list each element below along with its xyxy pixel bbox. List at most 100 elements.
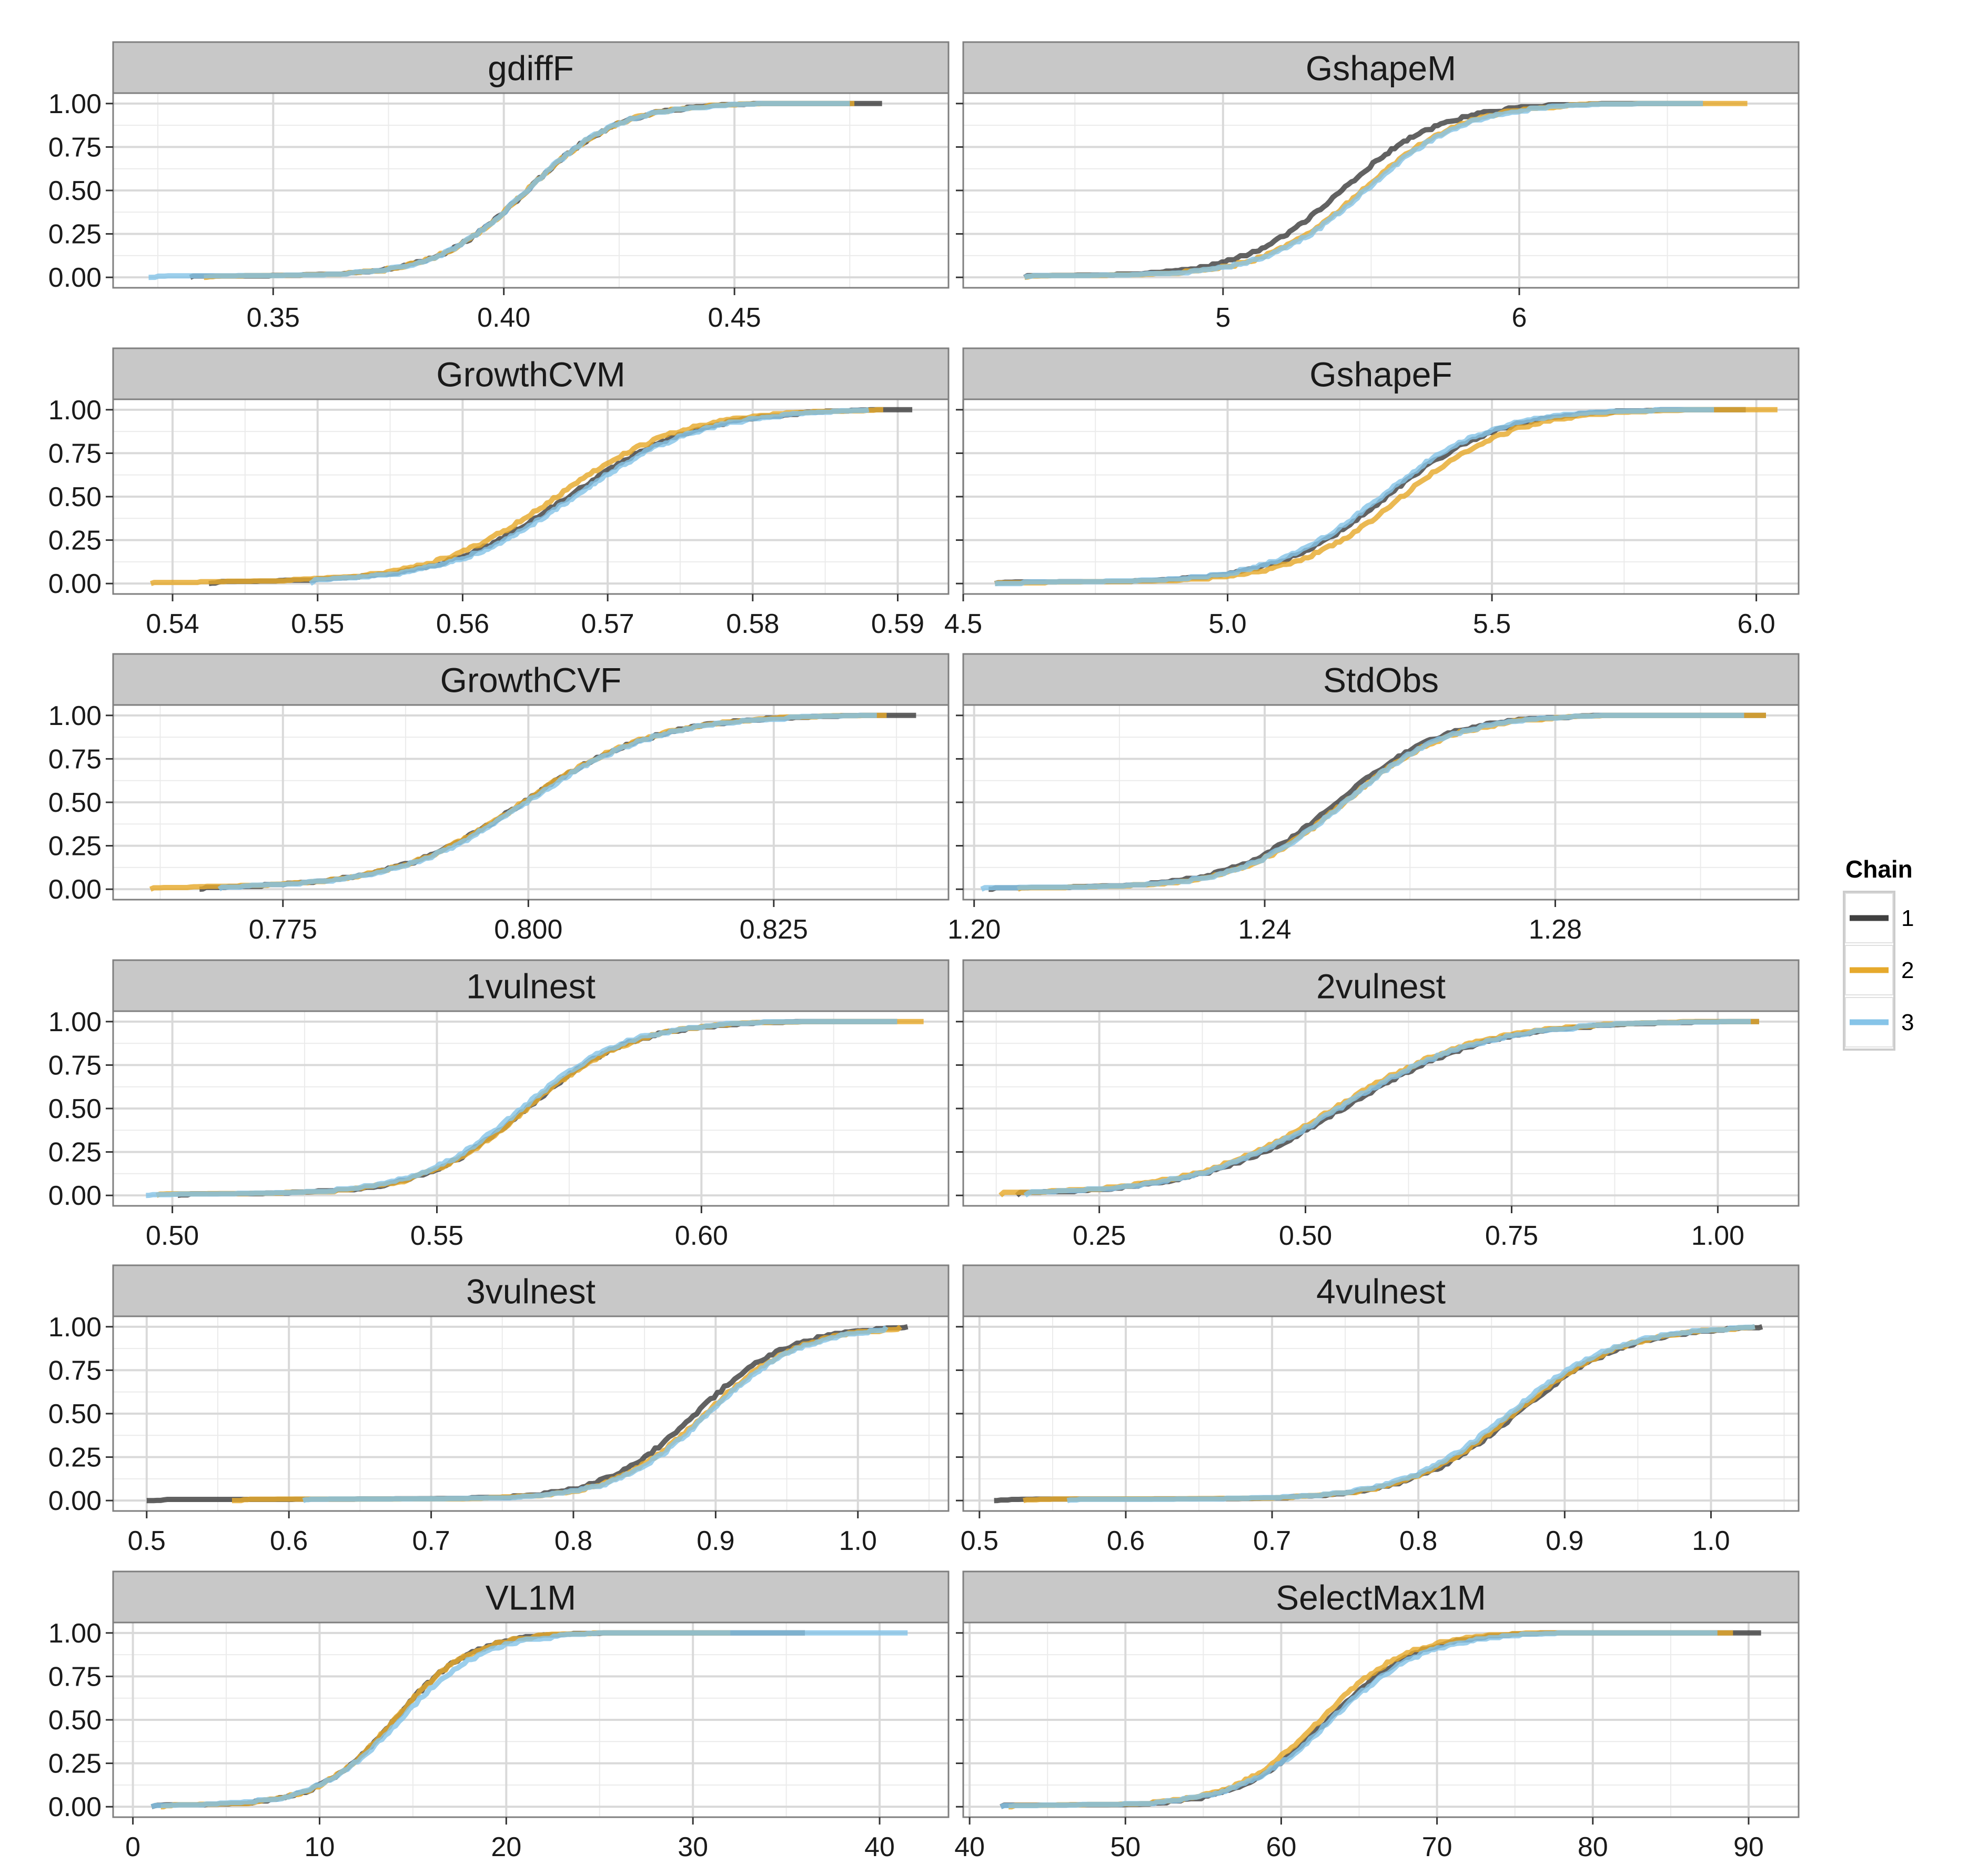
- legend-label-2: 2: [1901, 958, 1914, 983]
- x-tick-label-4vulnest-0: 0.5: [961, 1526, 998, 1556]
- y-tick-label-growthcvf-4: 1.00: [48, 701, 102, 731]
- x-tick-label-2vulnest-2: 0.75: [1485, 1221, 1538, 1251]
- y-tick-label-growthcvm-2: 0.50: [48, 482, 102, 512]
- x-tick-label-1vulnest-2: 0.60: [675, 1221, 728, 1251]
- y-tick-label-growthcvf-0: 0.00: [48, 874, 102, 905]
- chain-legend: Chain 1 2 3: [1843, 855, 1914, 1051]
- panel-growthcvf: GrowthCVF 0.00 0.25 0.50 0.75 1.00 0.775 0.800 0…: [48, 653, 950, 945]
- x-tick-label-4vulnest-2: 0.7: [1253, 1526, 1291, 1556]
- y-tick-label-vl1m-0: 0.00: [48, 1792, 102, 1822]
- x-tick-label-selectmax1m-5: 90: [1733, 1832, 1764, 1862]
- ecdf-line-stdobs-chain-3: [980, 712, 1744, 892]
- x-tick-label-growthcvm-1: 0.55: [291, 609, 344, 639]
- x-tick-label-3vulnest-4: 0.9: [697, 1526, 734, 1556]
- y-tick-label-1vulnest-3: 0.75: [48, 1050, 102, 1081]
- x-tick-label-stdobs-2: 1.28: [1529, 914, 1582, 945]
- y-tick-label-1vulnest-4: 1.00: [48, 1007, 102, 1037]
- y-tick-label-gdifff-3: 0.75: [48, 132, 102, 163]
- strip-title-2vulnest: 2vulnest: [1316, 967, 1446, 1006]
- x-tick-label-gshapef-2: 5.5: [1473, 609, 1511, 639]
- legend-item-3: 3: [1845, 997, 1914, 1047]
- panel-stdobs: StdObs 1.20 1.24 1.28: [947, 653, 1800, 945]
- ecdf-line-gshapem-chain-3: [1023, 100, 1703, 280]
- x-tick-label-4vulnest-5: 1.0: [1692, 1526, 1730, 1556]
- ecdf-line-1vulnest-chain-3: [146, 1019, 897, 1198]
- ecdf-line-growthcvf-chain-3: [217, 712, 877, 892]
- y-tick-label-growthcvm-0: 0.00: [48, 569, 102, 599]
- x-tick-label-1vulnest-1: 0.55: [410, 1221, 463, 1251]
- strip-vl1m: [112, 1570, 950, 1624]
- strip-title-4vulnest: 4vulnest: [1316, 1272, 1446, 1311]
- panel-3vulnest: 3vulnest 0.00 0.25 0.50 0.75 1.00 0.5 0.6 0.7 0.8…: [48, 1264, 950, 1556]
- y-tick-label-1vulnest-0: 0.00: [48, 1181, 102, 1211]
- y-tick-label-gdifff-4: 1.00: [48, 89, 102, 119]
- ecdf-line-2vulnest-chain-3: [1023, 1019, 1751, 1198]
- panel-1vulnest: 1vulnest 0.00 0.25 0.50 0.75 1.00 0.50 0.55 0.60: [48, 959, 950, 1251]
- y-tick-label-gdifff-1: 0.25: [48, 219, 102, 250]
- strip-1vulnest: [112, 959, 950, 1012]
- strip-title-3vulnest: 3vulnest: [466, 1272, 596, 1311]
- x-tick-label-gdifff-0: 0.35: [247, 303, 300, 333]
- y-tick-label-vl1m-1: 0.25: [48, 1749, 102, 1779]
- panel-gshapef: GshapeF 4.5 5.0 5.5 6.0: [944, 347, 1800, 639]
- ecdf-line-vl1m-chain-3: [150, 1630, 908, 1809]
- strip-title-gshapem: GshapeM: [1306, 49, 1456, 88]
- y-tick-label-growthcvf-2: 0.50: [48, 788, 102, 818]
- y-tick-label-1vulnest-1: 0.25: [48, 1137, 102, 1168]
- x-tick-label-gdifff-1: 0.40: [477, 303, 530, 333]
- x-tick-label-selectmax1m-2: 60: [1266, 1832, 1297, 1862]
- y-tick-label-gdifff-0: 0.00: [48, 263, 102, 293]
- y-tick-label-gdifff-2: 0.50: [48, 176, 102, 206]
- panel-selectmax1m: SelectMax1M 40 50 60 70 80 90: [954, 1570, 1800, 1862]
- x-tick-label-selectmax1m-1: 50: [1110, 1832, 1141, 1862]
- x-tick-label-2vulnest-1: 0.50: [1279, 1221, 1332, 1251]
- panel-4vulnest: 4vulnest 0.5 0.6 0.7 0.8 0.9 1.0: [956, 1264, 1800, 1556]
- y-tick-label-vl1m-4: 1.00: [48, 1618, 102, 1649]
- panel-2vulnest: 2vulnest 0.25 0.50 0.75 1.00: [956, 959, 1800, 1251]
- y-tick-label-3vulnest-1: 0.25: [48, 1443, 102, 1473]
- x-tick-label-vl1m-4: 40: [864, 1832, 895, 1862]
- x-tick-label-3vulnest-1: 0.6: [270, 1526, 308, 1556]
- x-tick-label-growthcvf-2: 0.825: [740, 914, 808, 945]
- y-tick-label-3vulnest-4: 1.00: [48, 1312, 102, 1343]
- x-tick-label-growthcvm-5: 0.59: [871, 609, 924, 639]
- strip-title-vl1m: VL1M: [486, 1578, 576, 1617]
- y-tick-label-growthcvm-3: 0.75: [48, 438, 102, 469]
- strip-title-stdobs: StdObs: [1323, 661, 1439, 700]
- x-tick-label-3vulnest-5: 1.0: [839, 1526, 877, 1556]
- ecdf-line-gdifff-chain-3: [148, 100, 850, 280]
- legend-item-2: 2: [1845, 945, 1914, 995]
- x-tick-label-stdobs-0: 1.20: [947, 914, 1001, 945]
- x-tick-label-2vulnest-0: 0.25: [1073, 1221, 1126, 1251]
- ecdf-line-selectmax1m-chain-3: [1000, 1630, 1718, 1809]
- ecdf-line-3vulnest-chain-3: [302, 1325, 889, 1503]
- panel-growthcvm: GrowthCVM 0.00 0.25 0.50 0.75 1.00 0.54 0.55 0.5…: [48, 347, 950, 639]
- strip-4vulnest: [962, 1264, 1800, 1317]
- legend-item-1: 1: [1845, 893, 1914, 943]
- x-tick-label-2vulnest-3: 1.00: [1691, 1221, 1744, 1251]
- strip-title-gshapef: GshapeF: [1309, 355, 1452, 394]
- legend-label-3: 3: [1901, 1010, 1914, 1035]
- x-tick-label-selectmax1m-3: 70: [1422, 1832, 1452, 1862]
- panel-vl1m: VL1M 0.00 0.25 0.50 0.75 1.00 0 10 20 30 40: [48, 1570, 950, 1862]
- y-tick-label-growthcvf-3: 0.75: [48, 744, 102, 774]
- strip-2vulnest: [962, 959, 1800, 1012]
- strip-title-1vulnest: 1vulnest: [466, 967, 596, 1006]
- x-tick-label-gshapef-0: 4.5: [944, 609, 982, 639]
- strip-title-selectmax1m: SelectMax1M: [1276, 1578, 1486, 1617]
- x-tick-label-growthcvm-2: 0.56: [436, 609, 489, 639]
- y-tick-label-3vulnest-3: 0.75: [48, 1355, 102, 1386]
- x-tick-label-gdifff-2: 0.45: [708, 303, 761, 333]
- x-tick-label-4vulnest-3: 0.8: [1399, 1526, 1437, 1556]
- x-tick-label-growthcvm-3: 0.57: [581, 609, 634, 639]
- legend-label-1: 1: [1901, 905, 1914, 931]
- x-tick-label-3vulnest-0: 0.5: [128, 1526, 166, 1556]
- x-tick-label-vl1m-1: 10: [305, 1832, 335, 1862]
- ecdf-line-gshapef-chain-3: [995, 407, 1714, 587]
- ecdf-line-4vulnest-chain-3: [1066, 1324, 1755, 1504]
- x-tick-label-3vulnest-2: 0.7: [412, 1526, 450, 1556]
- x-tick-label-4vulnest-1: 0.6: [1107, 1526, 1145, 1556]
- legend-title: Chain: [1845, 855, 1913, 883]
- strip-title-growthcvm: GrowthCVM: [436, 355, 625, 394]
